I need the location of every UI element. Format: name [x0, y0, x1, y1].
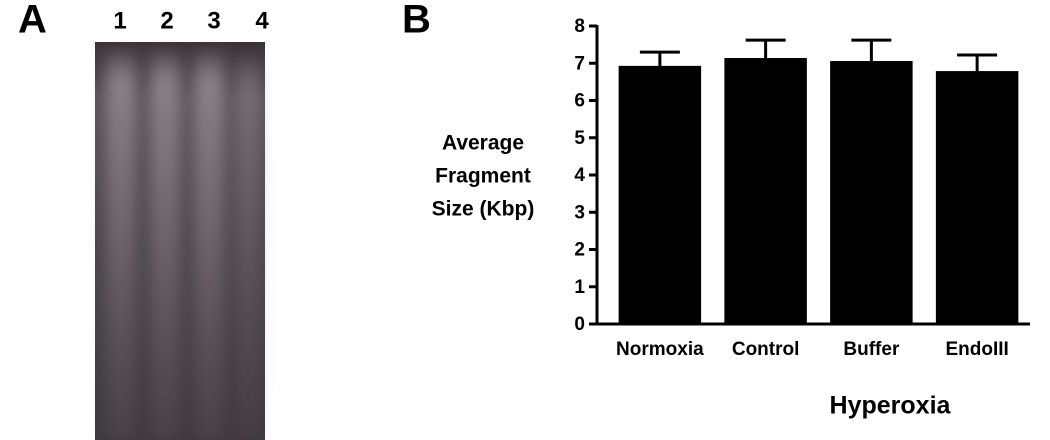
- lane-label: 4: [255, 7, 269, 34]
- x-tick-label: Buffer: [843, 339, 900, 360]
- y-tick-label: 1: [574, 277, 585, 298]
- y-axis-label: Average: [442, 132, 524, 155]
- y-tick-label: 3: [574, 202, 585, 223]
- x-tick-label: EndoIII: [945, 339, 1008, 360]
- lane-label: 2: [160, 7, 173, 34]
- lane-label: 1: [113, 7, 126, 34]
- y-tick-label: 6: [574, 91, 585, 112]
- bar: [935, 71, 1019, 324]
- y-axis-label: Size (Kbp): [432, 198, 535, 221]
- panel-label: B: [402, 0, 431, 42]
- x-tick-label: Normoxia: [616, 339, 704, 360]
- y-tick-label: 7: [574, 53, 585, 74]
- bar: [830, 61, 913, 324]
- bar: [618, 65, 702, 325]
- lane-label: 3: [207, 7, 220, 34]
- y-tick-label: 8: [574, 16, 585, 37]
- y-tick-label: 4: [574, 165, 585, 186]
- y-tick-label: 2: [574, 240, 585, 261]
- y-axis-label: Fragment: [435, 165, 531, 188]
- y-tick-label: 5: [574, 128, 585, 149]
- gel-image: [95, 42, 265, 440]
- x-tick-label: Control: [732, 339, 800, 360]
- y-tick-label: 0: [574, 314, 585, 335]
- bar: [724, 58, 807, 324]
- x-axis-label: Hyperoxia: [830, 392, 952, 420]
- panel-label: A: [18, 0, 47, 42]
